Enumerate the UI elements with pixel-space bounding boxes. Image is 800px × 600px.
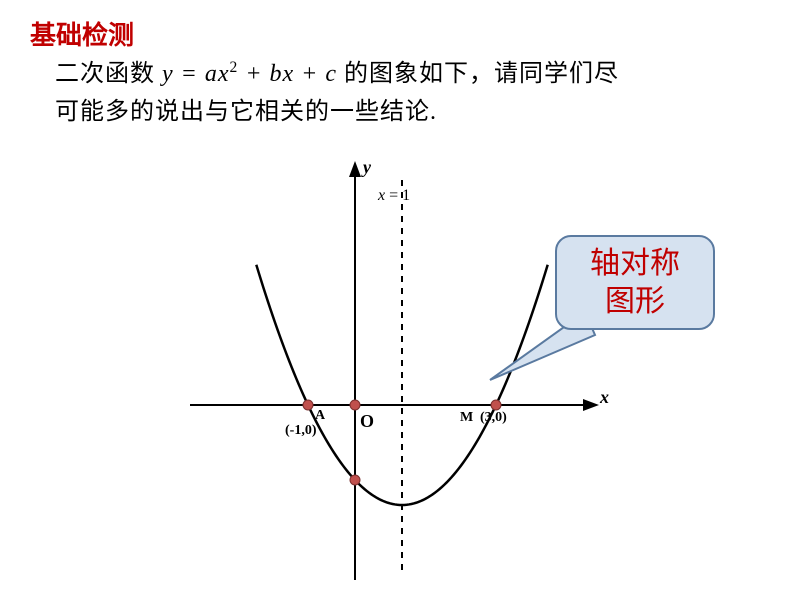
sym-eq: =: [389, 187, 398, 204]
page-title: 基础检测: [30, 15, 134, 52]
chart-svg: [180, 155, 620, 585]
x-axis-label: x: [600, 387, 609, 408]
title-text: 基础检测: [30, 21, 134, 50]
point-A-coord: (-1,0): [285, 423, 317, 439]
sym-x: x: [378, 187, 385, 204]
f-c: c: [325, 61, 337, 87]
f-y: y: [162, 61, 174, 87]
point-M-letter: M: [460, 410, 473, 426]
callout-line-1: 轴对称: [590, 245, 680, 283]
point-M-coord: (3,0): [480, 410, 507, 426]
q-prefix: 二次函数: [55, 61, 162, 87]
f-x: x: [283, 61, 295, 87]
f-a: a: [205, 61, 218, 87]
callout-text: 轴对称 图形: [590, 245, 680, 320]
f-x2: x: [218, 61, 230, 87]
parabola-chart: y x O x = 1 A (-1,0) M (3,0): [180, 155, 620, 585]
q-suffix: 的图象如下，请同学们尽: [337, 61, 619, 87]
origin-label: O: [360, 411, 374, 432]
question-line-1: 二次函数 y = ax2 + bx + c 的图象如下，请同学们尽: [55, 55, 619, 93]
question-line-2: 可能多的说出与它相关的一些结论.: [55, 93, 619, 131]
callout-line-2: 图形: [590, 283, 680, 321]
f-b: b: [270, 61, 283, 87]
symmetry-axis-label: x = 1: [378, 187, 410, 205]
q-formula: y = ax2 + bx + c: [162, 61, 337, 87]
y-axis-label: y: [363, 157, 371, 178]
callout-box: 轴对称 图形: [555, 235, 715, 330]
question-text: 二次函数 y = ax2 + bx + c 的图象如下，请同学们尽 可能多的说出…: [55, 55, 619, 132]
sym-val: 1: [402, 187, 410, 204]
point-A-letter: A: [315, 408, 325, 424]
f-sup: 2: [230, 59, 239, 76]
